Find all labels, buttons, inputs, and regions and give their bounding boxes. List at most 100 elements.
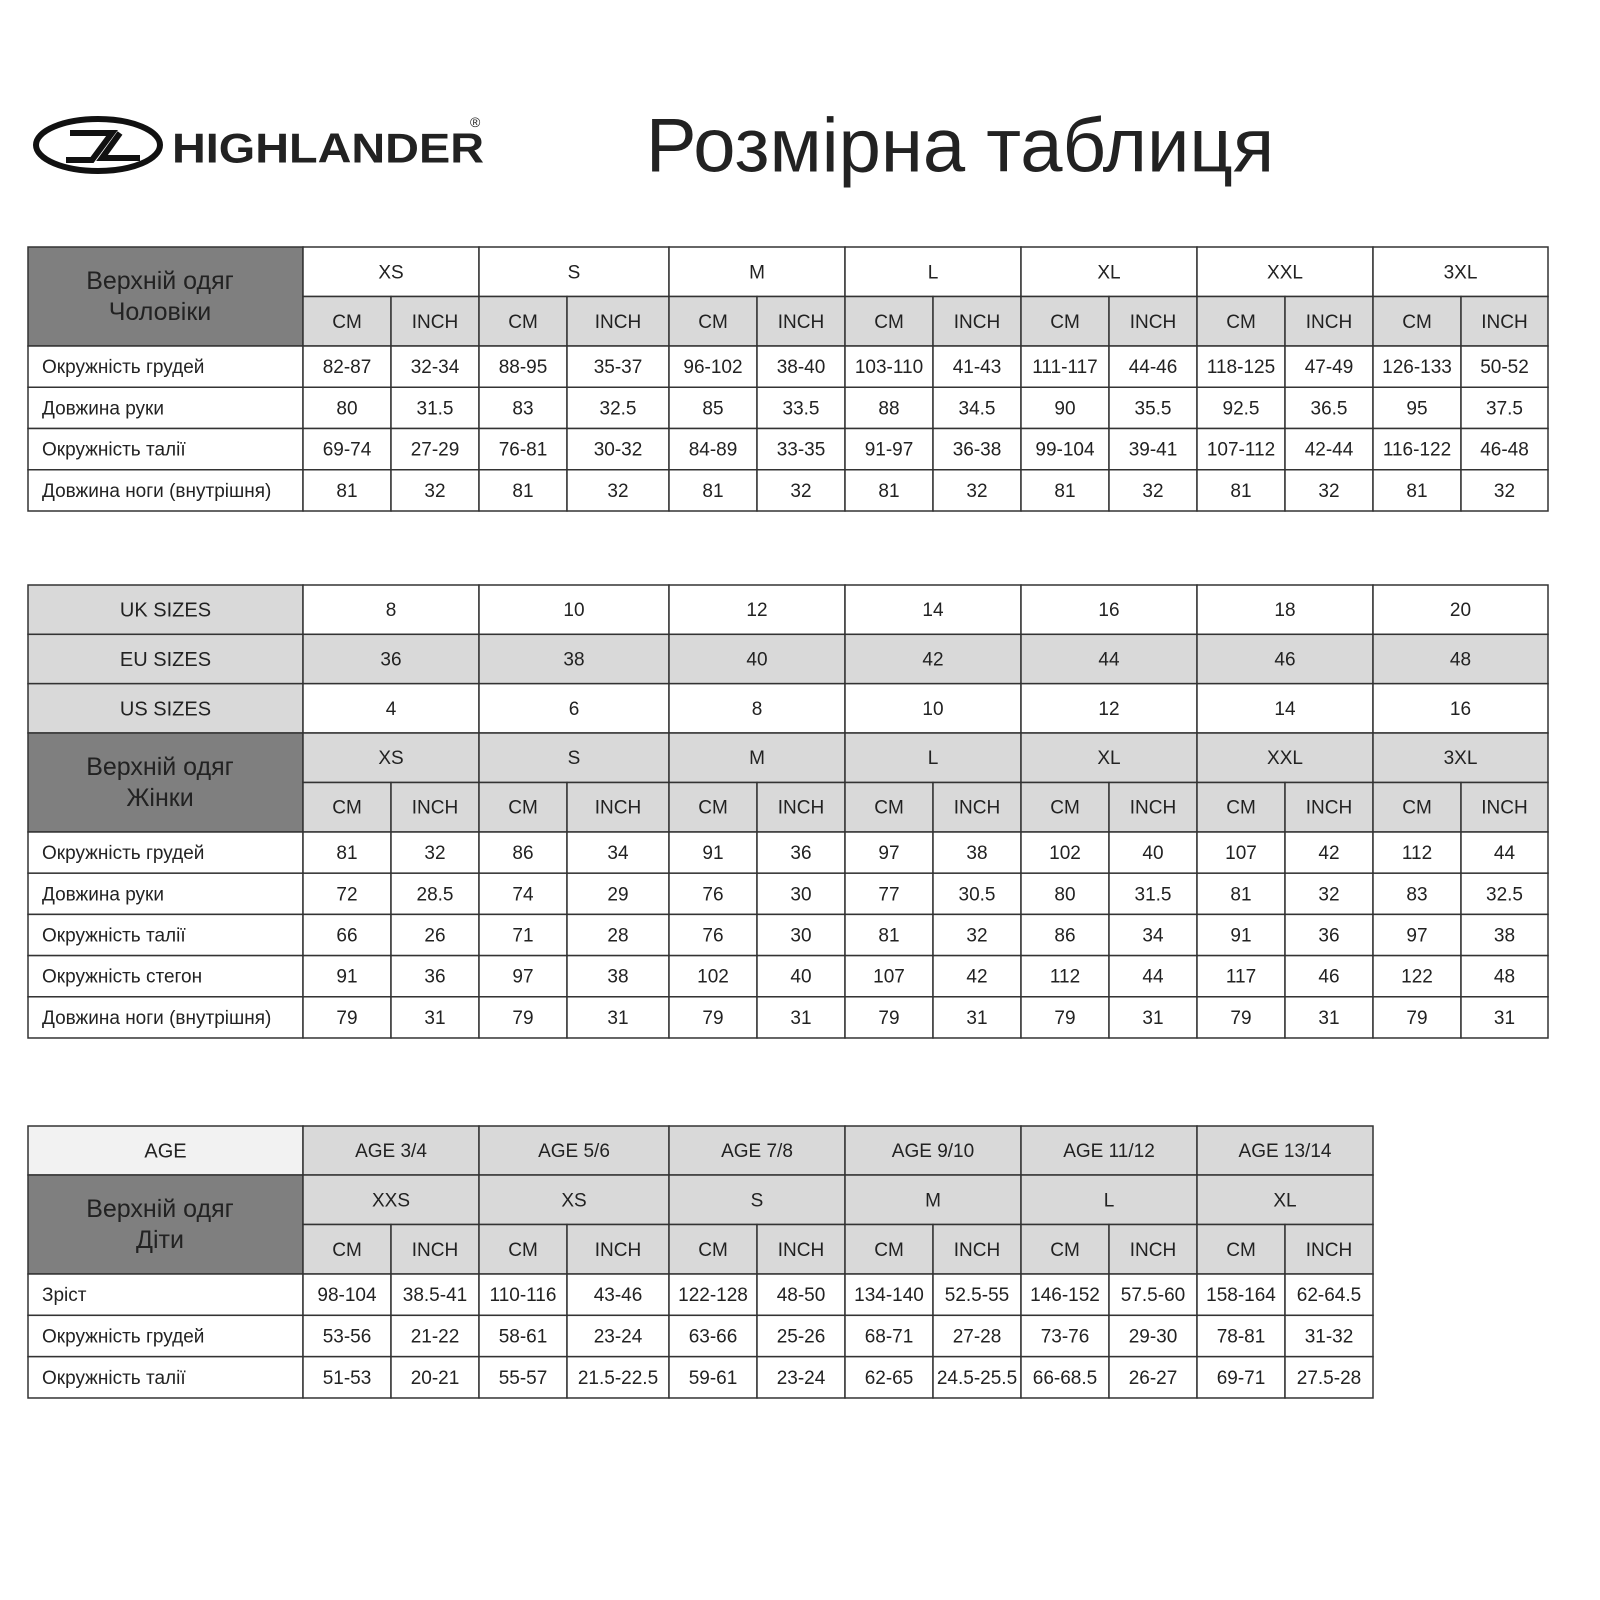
table-cell (1020, 831, 1110, 874)
measure-value: 33.5 (783, 398, 820, 419)
table-cell (756, 872, 846, 916)
measure-value: 50-52 (1480, 357, 1529, 378)
unit-header: INCH (778, 1240, 824, 1261)
table-cell (1196, 345, 1286, 388)
table-cell (1108, 1273, 1198, 1317)
table-cell (478, 682, 670, 734)
table-cell (756, 996, 846, 1039)
table-cell (844, 831, 934, 874)
table-cell (844, 682, 1022, 734)
measure-value: 126-133 (1382, 357, 1452, 378)
table-cell (302, 913, 392, 957)
measure-value: 74 (512, 884, 534, 905)
measure-value: 32 (1318, 481, 1339, 502)
row-label: EU SIZES (120, 649, 211, 671)
table-cell (756, 1273, 846, 1317)
measure-value: 107 (873, 967, 905, 988)
table-cell (1020, 1314, 1110, 1358)
size-header: M (925, 1190, 941, 1211)
table-cell (27, 1174, 304, 1275)
measure-value: 146-152 (1030, 1285, 1100, 1306)
table-cell (1108, 996, 1198, 1039)
table-cell (932, 996, 1022, 1039)
unit-header: INCH (595, 798, 641, 819)
table-cell (756, 1314, 846, 1358)
measure-value: 92.5 (1223, 398, 1260, 419)
unit-header: CM (508, 1240, 538, 1261)
measure-value: 55-57 (499, 1368, 548, 1389)
measure-value: 110-116 (490, 1285, 557, 1306)
size-value: 6 (569, 699, 580, 720)
table-cell (932, 427, 1022, 471)
table-cell (478, 1174, 670, 1226)
measure-value: 31-32 (1305, 1326, 1354, 1347)
logo-oval (33, 116, 163, 174)
measure-value: 83 (512, 398, 533, 419)
table-cell (566, 913, 670, 957)
measure-value: 30 (790, 884, 811, 905)
measure-value: 72 (336, 884, 357, 905)
measure-value: 81 (336, 843, 357, 864)
page-title: Розмірна таблиця (646, 104, 1274, 189)
size-header: XXL (1267, 262, 1303, 283)
measure-value: 52.5-55 (945, 1285, 1009, 1306)
measure-value: 79 (702, 1008, 723, 1029)
table-cell (302, 954, 392, 998)
table-cell (390, 345, 480, 388)
measure-value: 79 (336, 1008, 357, 1029)
measure-value: 66 (336, 925, 357, 946)
measure-value: 29 (607, 884, 628, 905)
table-cell (566, 295, 670, 347)
table-cell (668, 1125, 846, 1176)
measure-value: 32 (1318, 884, 1339, 905)
table-cell (1196, 633, 1374, 685)
table-cell (1460, 386, 1549, 430)
table-cell (566, 427, 670, 471)
size-value: 8 (752, 699, 763, 720)
measure-value: 44 (1142, 967, 1164, 988)
unit-header: INCH (1130, 1240, 1176, 1261)
measure-value: 79 (512, 1008, 533, 1029)
unit-header: INCH (954, 798, 1000, 819)
table-cell (27, 913, 304, 957)
measure-value: 69-74 (323, 440, 372, 461)
table-cell (668, 427, 758, 471)
measure-value: 134-140 (854, 1285, 924, 1306)
table-cell (302, 996, 392, 1039)
measure-value: 35-37 (594, 357, 643, 378)
measure-value: 38 (607, 967, 628, 988)
size-header: S (568, 262, 581, 283)
size-value: 14 (922, 600, 944, 621)
table-cell (478, 1355, 568, 1399)
table-cell (1196, 996, 1286, 1039)
table-cell (27, 831, 304, 874)
measure-value: 46 (1318, 967, 1339, 988)
table-cell (932, 1355, 1022, 1399)
measure-value: 112 (1402, 843, 1432, 864)
measure-value: 23-24 (777, 1368, 826, 1389)
measure-value: 91 (702, 843, 723, 864)
measure-value: 32 (424, 481, 445, 502)
logo: HIGHLANDER ® (33, 114, 484, 174)
measure-value: 78-81 (1217, 1326, 1266, 1347)
table-cell (844, 913, 934, 957)
table-cell (932, 345, 1022, 388)
section-label: Чоловіки (109, 298, 212, 326)
table-cell (668, 781, 758, 833)
measure-value: 97 (878, 843, 899, 864)
table-cell (932, 469, 1022, 512)
table-cell (1196, 1174, 1374, 1226)
table-cell (1284, 781, 1374, 833)
table-cell (844, 954, 934, 998)
unit-header: CM (1050, 312, 1080, 333)
measure-value: 91-97 (865, 440, 914, 461)
measure-value: 30-32 (594, 440, 643, 461)
unit-header: CM (332, 312, 362, 333)
table-cell (1196, 469, 1286, 512)
measure-value: 88 (878, 398, 899, 419)
measure-value: 103-110 (855, 357, 923, 378)
table-cell (668, 682, 846, 734)
measure-value: 43-46 (594, 1285, 643, 1306)
table-cell (1020, 1223, 1110, 1275)
measure-value: 32-34 (411, 357, 460, 378)
